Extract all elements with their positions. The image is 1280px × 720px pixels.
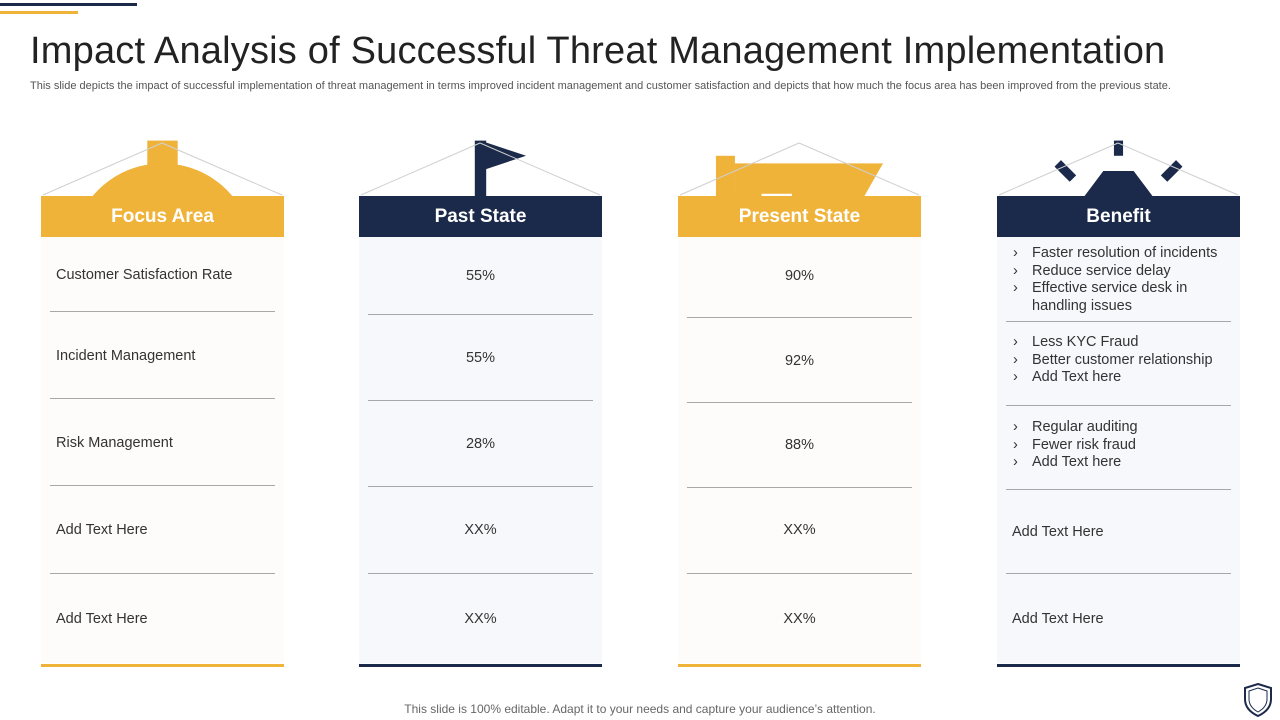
focus-row-4: Add Text Here (56, 522, 148, 538)
focus-row-2: Incident Management (56, 347, 196, 364)
past-row-4: XX% (464, 522, 497, 538)
benefit-item: Add Text here (1013, 454, 1232, 472)
benefit-item: Reduce service delay (1013, 263, 1232, 281)
row-divider (50, 311, 275, 312)
accent-bar-gold (0, 11, 78, 14)
focus-row-5: Add Text Here (56, 610, 148, 627)
benefit-item: Effective service desk in handling issue… (1013, 280, 1232, 315)
accent-bar-dark (0, 3, 137, 6)
column-bottom-line (678, 664, 921, 667)
past-state-column: Past State 55% 55% 28% XX% XX% (359, 133, 602, 669)
focus-area-column: Focus Area Customer Satisfaction Rate In… (41, 133, 284, 669)
past-row-1: 55% (465, 267, 496, 284)
row-divider (50, 573, 275, 574)
row-divider (687, 487, 912, 488)
present-state-column: Present State 90% 92% 88% XX% XX% (678, 133, 921, 669)
benefit-group-2: Less KYC Fraud Better customer relations… (1005, 334, 1232, 387)
footer-note: This slide is 100% editable. Adapt it to… (404, 702, 876, 716)
row-divider (1006, 321, 1231, 322)
row-divider (687, 317, 912, 318)
row-divider (368, 314, 593, 315)
present-row-3: 88% (784, 437, 815, 453)
past-row-5: XX% (464, 610, 497, 627)
row-divider (368, 400, 593, 401)
benefit-item: Add Text here (1013, 369, 1232, 387)
past-state-header: Past State (359, 196, 602, 237)
benefit-item: Regular auditing (1013, 419, 1232, 437)
benefit-header: Benefit (997, 196, 1240, 237)
focus-area-header: Focus Area (41, 196, 284, 237)
focus-row-3: Risk Management (56, 434, 173, 451)
row-divider (687, 573, 912, 574)
benefit-group-3: Regular auditing Fewer risk fraud Add Te… (1005, 419, 1232, 472)
present-row-4: XX% (783, 522, 816, 538)
focus-row-1: Customer Satisfaction Rate (56, 266, 233, 283)
past-row-2: 55% (465, 350, 496, 366)
present-row-2: 92% (784, 353, 815, 369)
present-state-header: Present State (678, 196, 921, 237)
row-divider (1006, 489, 1231, 490)
benefit-body: Faster resolution of incidents Reduce se… (997, 237, 1240, 663)
benefit-group-1: Faster resolution of incidents Reduce se… (1005, 245, 1232, 315)
benefit-column: Benefit Faster resolution of incidents R… (997, 133, 1240, 669)
row-divider (1006, 405, 1231, 406)
benefit-row-4: Add Text Here (1012, 524, 1104, 540)
row-divider (50, 398, 275, 399)
roof-outline (42, 142, 283, 196)
benefit-item: Fewer risk fraud (1013, 437, 1232, 455)
roof-outline (998, 142, 1239, 196)
column-bottom-line (41, 664, 284, 667)
row-divider (368, 573, 593, 574)
present-row-1: 90% (784, 267, 815, 284)
row-divider (50, 485, 275, 486)
present-state-body: 90% 92% 88% XX% XX% (678, 237, 921, 663)
past-state-body: 55% 55% 28% XX% XX% (359, 237, 602, 663)
benefit-row-5: Add Text Here (1012, 610, 1104, 627)
row-divider (687, 402, 912, 403)
shield-icon (1244, 683, 1272, 717)
column-bottom-line (997, 664, 1240, 667)
roof-outline (679, 142, 920, 196)
roof-outline (360, 142, 601, 196)
row-divider (368, 486, 593, 487)
page-subtitle: This slide depicts the impact of success… (30, 80, 1171, 92)
present-row-5: XX% (783, 610, 816, 627)
past-row-3: 28% (465, 436, 496, 452)
focus-area-body: Customer Satisfaction Rate Incident Mana… (41, 237, 284, 663)
page-title: Impact Analysis of Successful Threat Man… (30, 30, 1166, 72)
column-bottom-line (359, 664, 602, 667)
benefit-item: Faster resolution of incidents (1013, 245, 1232, 263)
row-divider (1006, 573, 1231, 574)
benefit-item: Less KYC Fraud (1013, 334, 1232, 352)
benefit-item: Better customer relationship (1013, 352, 1232, 370)
